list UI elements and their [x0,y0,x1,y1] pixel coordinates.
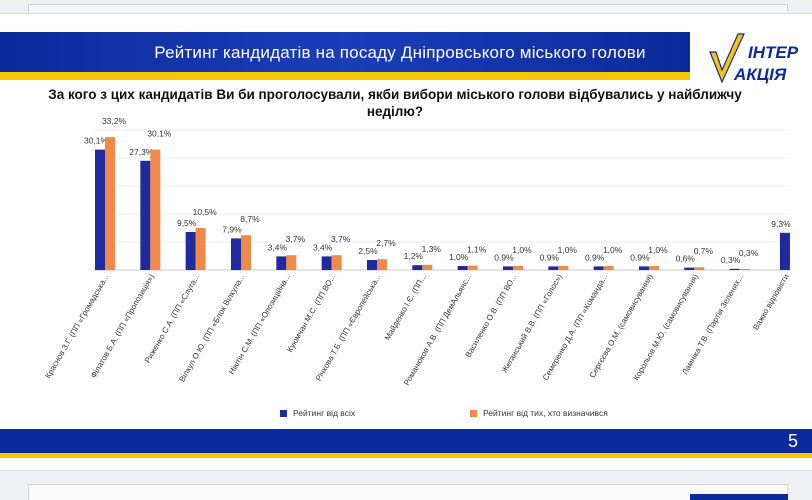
data-label: 0,9% [494,252,514,262]
legend-item-all: Рейтинг від всіх [280,408,355,418]
data-label: 0,3% [721,255,741,265]
bar [95,149,105,270]
legend-label-decided: Рейтинг від тих, хто визначився [483,408,608,418]
header-blue-band [0,32,690,72]
data-label: 7,9% [222,224,242,234]
logo-text-bottom: АКЦІЯ [733,65,787,84]
bar [412,265,423,270]
bar [230,238,241,270]
data-label: 0,7% [694,246,714,256]
data-label: 1,3% [422,244,442,254]
data-label: 3,7% [331,234,351,244]
category-label: Майденко І.Є. (ПП... [383,273,428,342]
slide-title: Рейтинг кандидатів на посаду Дніпровсько… [154,43,646,62]
bar [422,264,433,270]
data-label: 1,0% [648,245,668,255]
data-label: 2,7% [376,238,396,248]
data-label: 27,3% [129,147,154,157]
data-label: 1,0% [449,252,469,262]
bar [185,232,196,270]
data-label: 1,0% [512,245,532,255]
bar [502,266,513,270]
data-label: 0,9% [585,252,605,262]
bar [548,266,559,270]
bar [240,235,251,270]
category-label: Важко відповісти [751,273,790,332]
bar [321,256,332,270]
next-slide-edge [28,484,788,500]
data-label: 30,1% [147,129,172,139]
data-label: 3,4% [313,242,333,252]
legend-item-decided: Рейтинг від тих, хто визначився [470,408,608,418]
bar [457,266,468,270]
bar [105,137,115,270]
data-label: 1,0% [558,245,578,255]
bar [467,265,478,270]
data-label: 9,3% [771,219,791,229]
data-label: 33,2% [102,116,127,126]
data-label: 1,1% [467,245,487,255]
footer-yellow-stripe [0,453,812,458]
bar [593,266,604,270]
bar [366,260,377,270]
bar [729,268,740,270]
bar [512,266,523,270]
bar [286,255,297,270]
header-yellow-stripe [0,72,690,80]
inter-aktsiia-logo: ІНТЕР АКЦІЯ [709,33,799,84]
data-label: 1,0% [603,245,623,255]
data-label: 3,4% [268,242,288,252]
bar-chart: 30,1%33,2%Краснов З.Г. (ПП «Громадська..… [43,116,791,387]
bar [376,259,387,270]
data-label: 0,6% [676,254,696,264]
data-label: 9,5% [177,218,197,228]
category-label: Куюмчан М.С. (ПП ВО... [285,273,337,354]
bar [140,160,151,270]
legend-label-all: Рейтинг від всіх [293,408,356,418]
bar [331,255,342,270]
next-slide-logo-edge [690,494,788,500]
chart-question: За кого з цих кандидатів Ви би проголосу… [48,87,742,119]
data-label: 1,2% [404,251,424,261]
top-window-strip [0,0,812,14]
bar [603,266,614,270]
legend-swatch-all [280,409,287,417]
bar [150,149,161,270]
data-label: 2,5% [358,246,378,256]
footer-blue-band [0,429,812,453]
bar [739,268,750,270]
data-label: 3,7% [286,234,306,244]
legend-swatch-decided [470,409,477,417]
previous-slide-edge [28,4,788,12]
logo-text-top: ІНТЕР [748,43,799,62]
page-number: 5 [787,431,798,451]
data-label: 0,9% [540,252,560,262]
bar [684,267,695,270]
bar [638,266,649,270]
bar [694,267,705,270]
slide-header: Рейтинг кандидатів на посаду Дніпровсько… [0,26,812,92]
bar [779,232,790,270]
category-label: Василенко О.В. (ПП ВО... [464,273,519,359]
data-label: 0,9% [630,252,650,262]
bar [648,266,659,270]
bar [558,266,569,270]
data-label: 8,7% [240,214,260,224]
data-label: 0,3% [739,248,759,258]
data-label: 30,1% [84,136,109,146]
bar [276,256,287,270]
bar [195,228,206,270]
data-label: 10,5% [193,207,218,217]
